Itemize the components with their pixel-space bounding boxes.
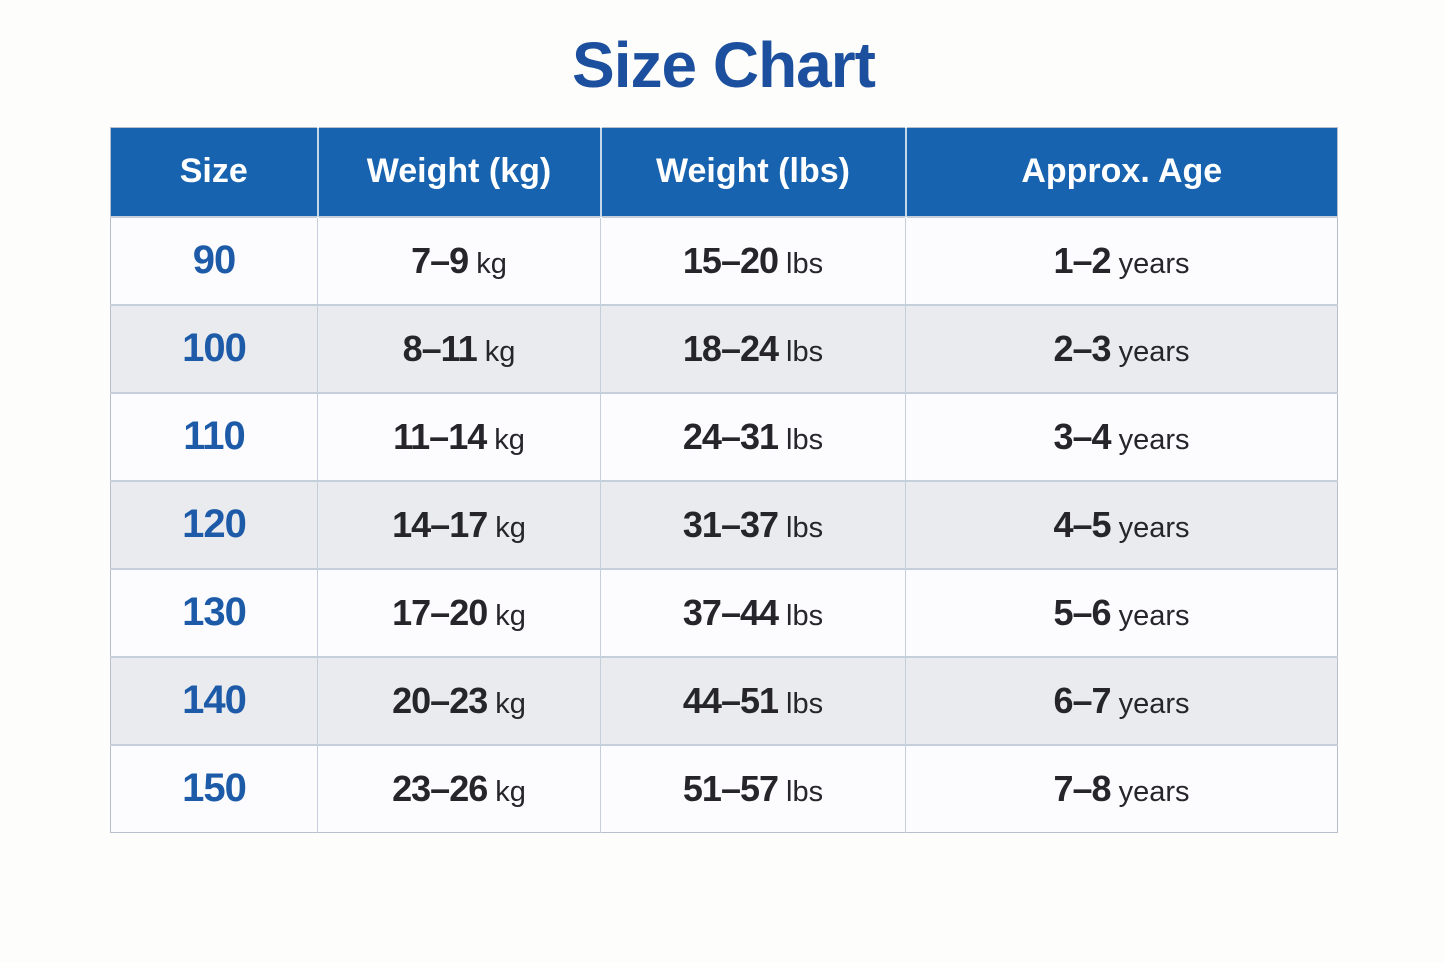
lbs-range: 37–44: [682, 591, 779, 633]
table-row: 150 23–26 kg 51–57 lbs 7–8 years: [110, 743, 1338, 833]
weight-lbs-cell: 18–24 lbs: [600, 303, 906, 393]
kg-range: 7–9: [411, 239, 469, 281]
size-cell: 140: [110, 655, 318, 745]
age-range: 2–3: [1053, 327, 1112, 369]
age-cell: 1–2 years: [905, 215, 1338, 305]
table-row: 100 8–11 kg 18–24 lbs 2–3 years: [110, 303, 1338, 393]
size-cell: 130: [110, 567, 318, 657]
kg-unit: kg: [495, 775, 526, 808]
weight-lbs-cell: 31–37 lbs: [600, 479, 906, 569]
age-range: 6–7: [1053, 679, 1112, 721]
table-row: 130 17–20 kg 37–44 lbs 5–6 years: [110, 567, 1338, 657]
kg-range: 8–11: [402, 327, 478, 369]
header-cell-weight-lbs: Weight (lbs): [599, 127, 906, 217]
age-unit: years: [1118, 511, 1190, 544]
age-range: 4–5: [1053, 503, 1112, 545]
table-row: 90 7–9 kg 15–20 lbs 1–2 years: [110, 215, 1338, 305]
header-row: Size Weight (kg) Weight (lbs) Approx. Ag…: [110, 127, 1338, 217]
lbs-range: 51–57: [682, 767, 779, 809]
header-cell-approx-age: Approx. Age: [904, 127, 1338, 217]
age-unit: years: [1118, 423, 1190, 456]
age-cell: 5–6 years: [905, 567, 1338, 657]
lbs-unit: lbs: [786, 687, 824, 720]
weight-kg-cell: 7–9 kg: [317, 215, 601, 305]
age-range: 1–2: [1053, 239, 1112, 281]
age-unit: years: [1118, 335, 1190, 368]
kg-unit: kg: [495, 599, 526, 632]
lbs-range: 44–51: [682, 679, 779, 721]
lbs-unit: lbs: [786, 775, 824, 808]
table-row: 120 14–17 kg 31–37 lbs 4–5 years: [110, 479, 1338, 569]
lbs-unit: lbs: [786, 599, 824, 632]
kg-range: 23–26: [392, 767, 488, 809]
weight-kg-cell: 14–17 kg: [317, 479, 601, 569]
weight-kg-cell: 8–11 kg: [317, 303, 601, 393]
table-row: 140 20–23 kg 44–51 lbs 6–7 years: [110, 655, 1338, 745]
weight-kg-cell: 20–23 kg: [317, 655, 601, 745]
age-range: 3–4: [1053, 415, 1112, 457]
lbs-unit: lbs: [786, 335, 824, 368]
age-unit: years: [1118, 687, 1190, 720]
lbs-range: 18–24: [682, 327, 779, 369]
weight-lbs-cell: 15–20 lbs: [600, 215, 906, 305]
size-cell: 90: [110, 215, 318, 305]
age-unit: years: [1118, 247, 1190, 280]
page-title: Size Chart: [572, 29, 876, 101]
lbs-unit: lbs: [786, 247, 824, 280]
size-cell: 110: [110, 391, 318, 481]
weight-lbs-cell: 24–31 lbs: [600, 391, 906, 481]
size-cell: 150: [110, 743, 318, 833]
kg-unit: kg: [495, 687, 526, 720]
age-range: 7–8: [1053, 767, 1112, 809]
kg-unit: kg: [484, 335, 516, 368]
weight-kg-cell: 23–26 kg: [317, 743, 601, 833]
age-cell: 7–8 years: [905, 743, 1338, 833]
age-unit: years: [1118, 599, 1190, 632]
age-range: 5–6: [1053, 591, 1112, 633]
age-cell: 4–5 years: [905, 479, 1338, 569]
lbs-range: 31–37: [682, 503, 779, 545]
age-cell: 2–3 years: [905, 303, 1338, 393]
kg-range: 20–23: [392, 679, 488, 721]
age-unit: years: [1118, 775, 1190, 808]
lbs-unit: lbs: [786, 423, 824, 456]
kg-unit: kg: [476, 247, 507, 280]
size-cell: 100: [110, 303, 318, 393]
kg-unit: kg: [494, 423, 525, 456]
size-cell: 120: [110, 479, 318, 569]
kg-unit: kg: [495, 511, 526, 544]
weight-kg-cell: 11–14 kg: [317, 391, 601, 481]
lbs-range: 15–20: [682, 239, 779, 281]
kg-range: 11–14: [393, 415, 487, 457]
kg-range: 17–20: [392, 591, 488, 633]
age-cell: 6–7 years: [905, 655, 1338, 745]
weight-kg-cell: 17–20 kg: [317, 567, 601, 657]
age-cell: 3–4 years: [905, 391, 1338, 481]
weight-lbs-cell: 37–44 lbs: [600, 567, 906, 657]
weight-lbs-cell: 44–51 lbs: [600, 655, 906, 745]
lbs-range: 24–31: [682, 415, 779, 457]
header-cell-weight-kg: Weight (kg): [316, 127, 601, 217]
size-chart-table: Size Weight (kg) Weight (lbs) Approx. Ag…: [110, 127, 1338, 833]
table-row: 110 11–14 kg 24–31 lbs 3–4 years: [110, 391, 1338, 481]
weight-lbs-cell: 51–57 lbs: [600, 743, 906, 833]
lbs-unit: lbs: [786, 511, 824, 544]
header-cell-size: Size: [110, 127, 318, 217]
kg-range: 14–17: [392, 503, 488, 545]
